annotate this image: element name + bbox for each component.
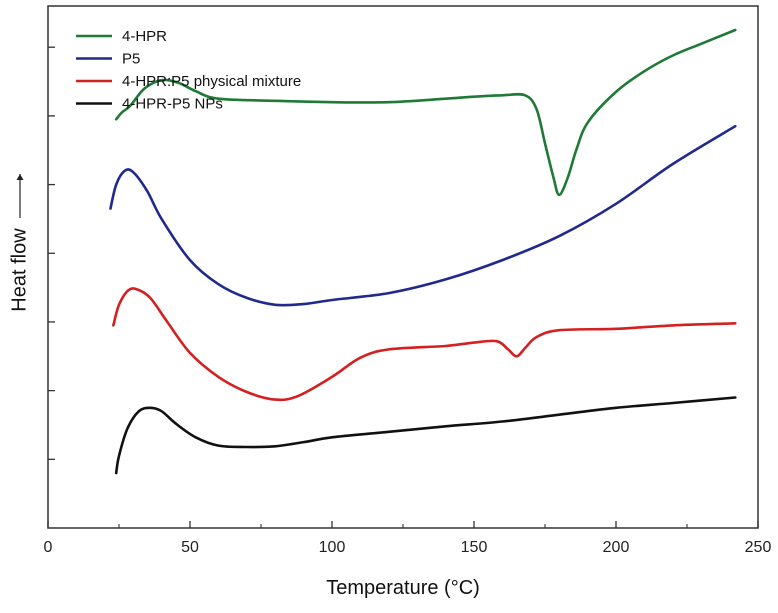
y-axis-title-group: Heat flow [8,174,30,312]
series-line-4 [114,396,737,475]
x-tick-label: 0 [44,539,53,556]
x-axis-title: Temperature (°C) [326,577,480,599]
x-tick-label: 50 [181,539,199,556]
legend-label: 4-HPR [122,28,167,45]
legend-label: 4-HPR-P5 NPs [122,96,223,113]
x-tick-label: 250 [745,539,772,556]
y-axis-ticks [48,46,55,460]
legend-label: 4-HPR:P5 physical mixture [122,73,301,90]
x-tick-label: 100 [319,539,346,556]
series-line-2 [109,124,737,307]
series-line-1 [114,28,737,197]
x-tick-label: 150 [461,539,488,556]
legend: 4-HPR P5 4-HPR:P5 physical mixture 4-HPR-P5… [76,28,301,113]
plot-area [47,5,759,529]
series-line-3 [112,287,737,402]
x-axis-tick-labels: 0 50 100 150 200 250 [44,539,772,556]
y-axis-title: Heat flow [8,228,30,312]
y-axis-arrow-head [16,174,24,180]
series-layer [109,28,737,475]
x-axis-ticks [47,521,759,528]
legend-label: P5 [122,51,140,68]
x-tick-label: 200 [603,539,630,556]
